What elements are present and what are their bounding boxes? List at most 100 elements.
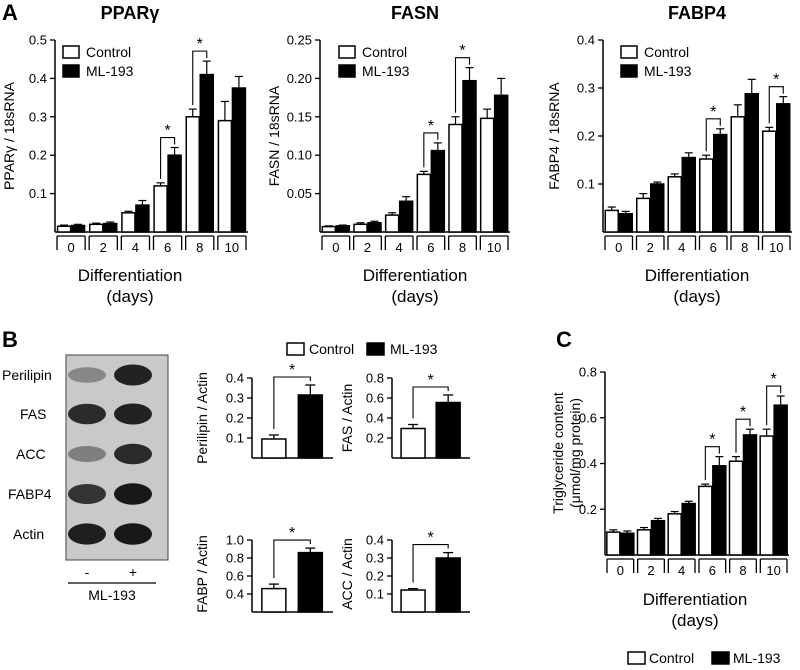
category-bracket <box>729 558 757 573</box>
y-tick-label: 0.6 <box>226 569 244 584</box>
y-tick-label: 0.5 <box>29 33 47 48</box>
bar-ml193 <box>199 73 214 233</box>
y-tick-label: 0.6 <box>579 410 597 425</box>
significance-bracket <box>273 539 311 579</box>
bar-ml193 <box>70 224 86 233</box>
bar-ml193 <box>776 103 791 233</box>
category-bracket <box>384 235 414 250</box>
chart-b3: 0.4 0.6 0.8 1.0 FABP / Actin * <box>194 525 333 613</box>
bar-control <box>261 587 287 613</box>
significance-star: * <box>771 371 777 388</box>
x-tick-label: 6 <box>710 240 717 255</box>
legend-c: Control ML-193 <box>627 650 781 666</box>
legend-swatch-control <box>62 45 80 59</box>
bar-ml193 <box>493 94 509 233</box>
chart-a1: PPARγ 0.1 0.2 0.3 0.4 0.5 PPARγ / 18sRNA 0 2 4 6 8 1… <box>1 3 248 306</box>
x-tick-label: 6 <box>427 240 434 255</box>
bar-ml193 <box>367 222 382 233</box>
significance-bracket <box>768 86 784 124</box>
blot-row-label: FABP4 <box>8 486 52 502</box>
y-tick-label: 0.3 <box>577 81 595 96</box>
significance-bracket <box>423 132 439 168</box>
x-tick-label: 6 <box>709 563 716 578</box>
bar-control <box>321 225 337 233</box>
x-tick-label: 2 <box>364 240 371 255</box>
blot-row-label: Perilipin <box>2 367 52 383</box>
bar-ml193 <box>681 156 696 233</box>
y-tick-label: 0.2 <box>366 431 384 446</box>
blot-band <box>114 364 152 386</box>
category-bracket <box>730 235 760 250</box>
category-bracket <box>606 558 635 573</box>
blot-row-label: FAS <box>20 406 46 422</box>
y-tick-label: 0.2 <box>226 411 244 426</box>
x-axis-label: Differentiation <box>643 590 748 609</box>
blot-band <box>68 403 106 425</box>
bar-control <box>353 223 368 233</box>
bar-ml193 <box>135 204 150 233</box>
category-bracket <box>152 235 183 250</box>
lane-label-minus: - <box>85 564 90 580</box>
significance-bracket <box>412 544 449 583</box>
lane-label-plus: + <box>129 564 137 580</box>
x-tick-label: 10 <box>769 240 783 255</box>
bar-ml193 <box>398 200 414 233</box>
x-tick-label: 6 <box>164 240 171 255</box>
bar-control <box>604 209 619 233</box>
legend-swatch-control <box>620 45 638 59</box>
y-axis-label: FABP4 / 18sRNA <box>546 82 562 190</box>
category-bracket <box>56 235 86 250</box>
bar-ml193 <box>650 519 666 556</box>
legend-swatch-ml193 <box>366 342 385 356</box>
bar-ml193 <box>231 87 247 233</box>
significance-star: * <box>740 404 746 421</box>
chart-title: FASN <box>391 3 439 23</box>
category-bracket <box>321 235 351 250</box>
x-tick-label: 4 <box>678 240 685 255</box>
bar-control <box>400 427 426 459</box>
bar-ml193 <box>297 394 324 459</box>
legend-label-ml193: ML-193 <box>362 63 410 79</box>
bar-ml193 <box>712 465 727 556</box>
blot-band <box>114 443 152 465</box>
x-tick-label: 8 <box>196 240 203 255</box>
y-tick-label: 0.1 <box>577 177 595 192</box>
bar-ml193 <box>773 404 788 556</box>
category-bracket <box>698 558 727 573</box>
x-tick-label: 4 <box>678 563 685 578</box>
blot-band <box>68 523 106 545</box>
legend-label-control: Control <box>362 44 407 60</box>
x-tick-label: 2 <box>647 563 654 578</box>
x-axis-label: Differentiation <box>78 266 183 285</box>
blot-band <box>68 367 106 383</box>
bar-control <box>185 116 200 233</box>
y-tick-label: 0.05 <box>287 186 312 201</box>
bar-control <box>89 223 104 233</box>
y-axis-label-units: (μmol/mg protein) <box>567 398 583 508</box>
panel-label-b: B <box>2 327 18 352</box>
legend-label-ml193: ML-193 <box>86 63 134 79</box>
x-axis-label: Differentiation <box>645 266 750 285</box>
significance-bracket <box>192 50 208 106</box>
category-bracket <box>667 558 696 573</box>
y-tick-label: 0.4 <box>366 411 384 426</box>
x-axis-label-units: (days) <box>673 287 720 306</box>
blot-band <box>114 523 152 545</box>
x-tick-label: 0 <box>67 240 74 255</box>
panel-label-a: A <box>2 0 18 25</box>
y-axis-label: FASN / 18sRNA <box>266 85 282 186</box>
significance-star: * <box>289 525 295 542</box>
y-tick-label: 0.2 <box>366 569 384 584</box>
x-axis-label-units: (days) <box>106 287 153 306</box>
chart-c: 0.2 0.4 0.6 0.8 Triglyceride content (μmol/mg… <box>550 365 789 630</box>
y-axis-label: Triglyceride content <box>550 392 566 514</box>
bar-ml193 <box>742 434 758 556</box>
category-bracket <box>761 235 791 250</box>
legend-label-control: Control <box>309 341 354 357</box>
bar-ml193 <box>681 502 696 556</box>
chart-b2: 0.2 0.4 0.6 0.8 FAS / Actin * <box>339 371 470 459</box>
category-bracket <box>479 235 509 250</box>
bar-control <box>384 214 400 233</box>
x-axis-label-units: (days) <box>671 611 718 630</box>
